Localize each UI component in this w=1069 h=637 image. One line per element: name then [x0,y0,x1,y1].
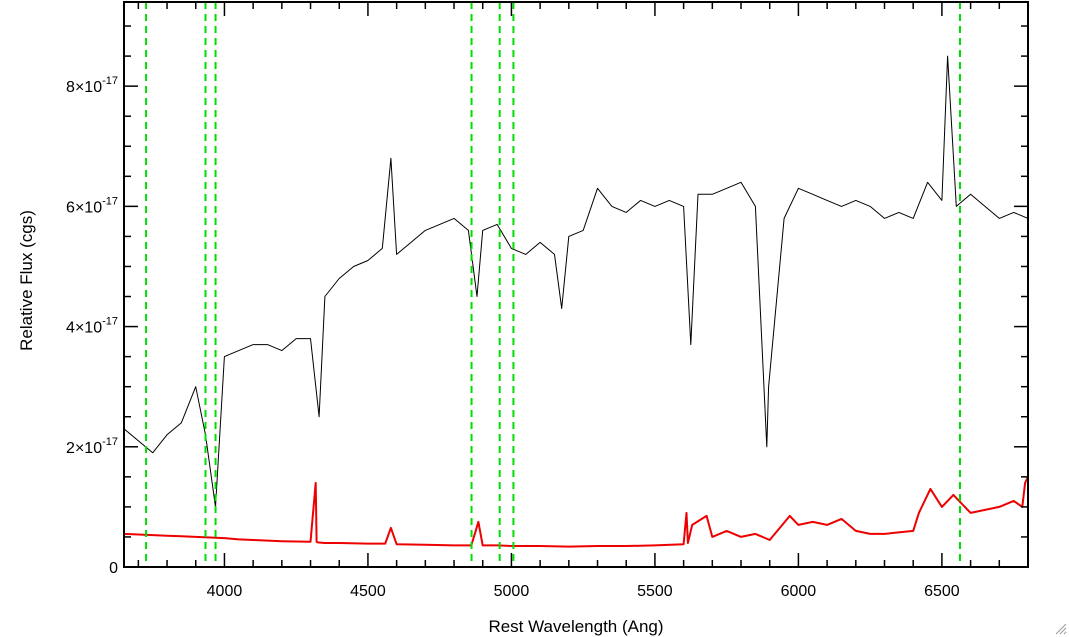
x-tick-label: 6500 [924,583,960,600]
x-tick-labels: 4000 4500 5000 5500 6000 6500 [207,583,960,600]
emission-line-markers [145,2,961,567]
x-tick-label: 5000 [494,583,530,600]
x-tick-label: 5500 [637,583,673,600]
axis-ticks [124,2,1029,568]
x-axis-label: Rest Wavelength (Ang) [488,617,663,636]
plot-frame [123,1,1029,568]
y-tick-label: 0 [109,560,118,577]
y-tick-label: 6×10-17 [66,195,118,216]
y-tick-labels: 0 2×10-17 4×10-17 6×10-17 8×10-17 [66,75,118,577]
x-tick-label: 4500 [350,583,386,600]
flux-spectrum-line [124,55,1028,508]
error-spectrum-line [124,476,1028,548]
resize-grip-icon[interactable] [1053,621,1067,635]
x-tick-label: 6000 [781,583,817,600]
y-axis-label: Relative Flux (cgs) [17,210,36,351]
y-tick-label: 4×10-17 [66,316,118,337]
x-tick-label: 4000 [207,583,243,600]
y-tick-label: 8×10-17 [66,75,118,96]
series-layer [124,55,1028,548]
y-tick-label: 2×10-17 [66,436,118,457]
